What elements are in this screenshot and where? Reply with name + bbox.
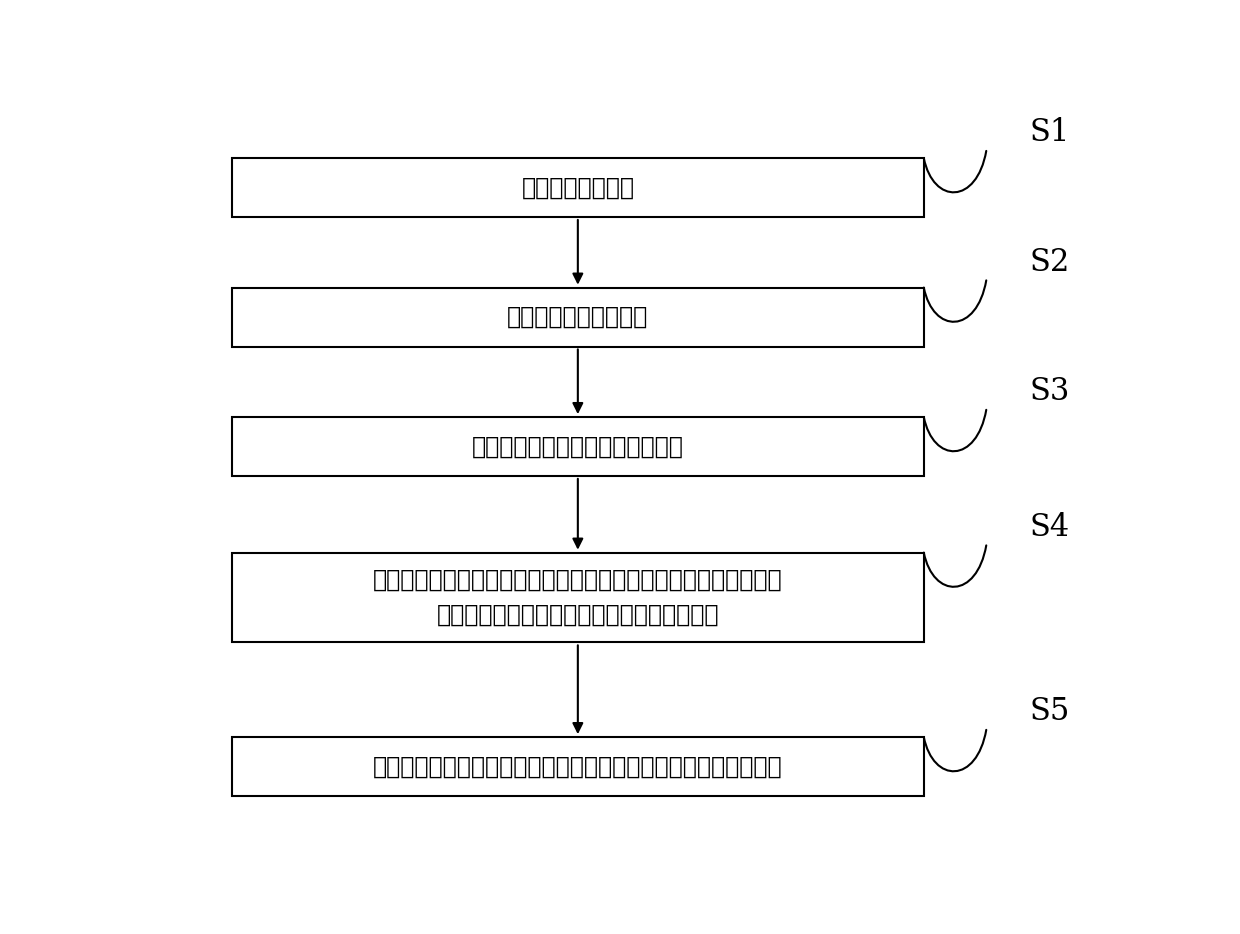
Text: 在复合层和底电极层的表面上制作压电层以使得压电层不接触衬底: 在复合层和底电极层的表面上制作压电层以使得压电层不接触衬底 xyxy=(373,755,782,779)
Bar xyxy=(232,737,924,796)
Text: S2: S2 xyxy=(1029,247,1070,278)
Bar xyxy=(232,158,924,217)
Text: 在被填充后的空腔上制作底电极层: 在被填充后的空腔上制作底电极层 xyxy=(472,434,683,459)
Text: S1: S1 xyxy=(1029,118,1070,149)
Text: 在底电极层周围依次施加阻挡层和介质层以使得阻挡层和介质层构
成的复合层的表面与底电极层的表面保持平坦: 在底电极层周围依次施加阻挡层和介质层以使得阻挡层和介质层构 成的复合层的表面与底… xyxy=(373,568,782,628)
Text: S4: S4 xyxy=(1029,512,1070,543)
Bar xyxy=(232,553,924,643)
Bar xyxy=(232,288,924,347)
Text: S3: S3 xyxy=(1029,376,1070,407)
Bar xyxy=(232,417,924,476)
Text: 在空腔中填充牺牲材料: 在空腔中填充牺牲材料 xyxy=(507,305,649,329)
Text: 在衬底上形成空腔: 在衬底上形成空腔 xyxy=(521,176,635,200)
Text: S5: S5 xyxy=(1029,697,1070,728)
